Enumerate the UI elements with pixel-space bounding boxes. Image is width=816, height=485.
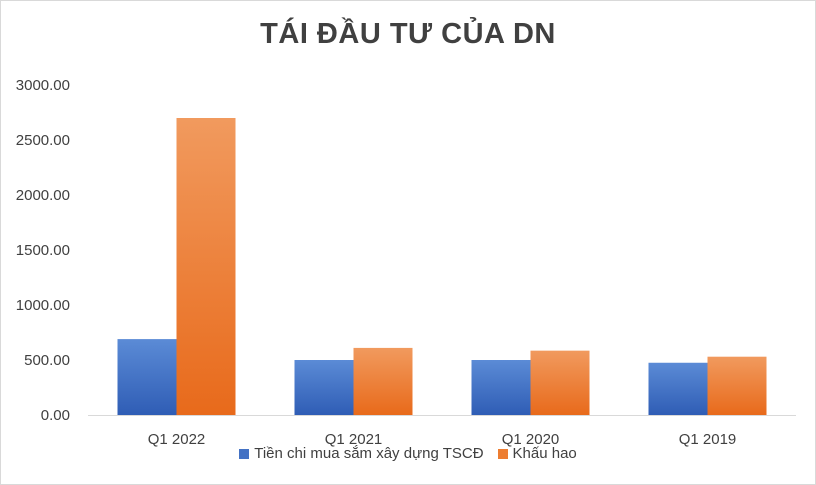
legend: Tiền chi mua sắm xây dựng TSCĐ Khấu hao [0, 445, 816, 462]
legend-label-khau-hao: Khấu hao [512, 445, 577, 462]
bar-tscd [294, 360, 354, 415]
bar-khau-hao [707, 356, 767, 415]
bar-khau-hao [530, 350, 590, 415]
x-tick-label: Q1 2022 [148, 431, 206, 448]
bar-khau-hao [176, 118, 236, 415]
x-tick-label: Q1 2021 [325, 431, 383, 448]
legend-item-tscd: Tiền chi mua sắm xây dựng TSCĐ [239, 445, 484, 462]
y-tick-label: 2500.00 [16, 132, 70, 149]
bar-tscd [471, 360, 531, 415]
y-tick-label: 500.00 [24, 352, 70, 369]
y-tick-label: 1500.00 [16, 242, 70, 259]
legend-swatch-blue [239, 448, 250, 459]
x-tick-label: Q1 2020 [502, 431, 560, 448]
bar-tscd [117, 339, 177, 415]
chart-title: TÁI ĐẦU TƯ CỦA DN [260, 18, 556, 50]
y-tick-label: 0.00 [41, 407, 70, 424]
y-tick-label: 3000.00 [16, 77, 70, 94]
y-tick-label: 2000.00 [16, 187, 70, 204]
legend-item-khau-hao: Khấu hao [497, 445, 577, 462]
y-tick-label: 1000.00 [16, 297, 70, 314]
bar-tscd [648, 362, 708, 415]
x-tick-label: Q1 2019 [679, 431, 737, 448]
legend-label-tscd: Tiền chi mua sắm xây dựng TSCĐ [254, 445, 484, 462]
bar-khau-hao [353, 347, 413, 415]
legend-swatch-orange [497, 448, 508, 459]
